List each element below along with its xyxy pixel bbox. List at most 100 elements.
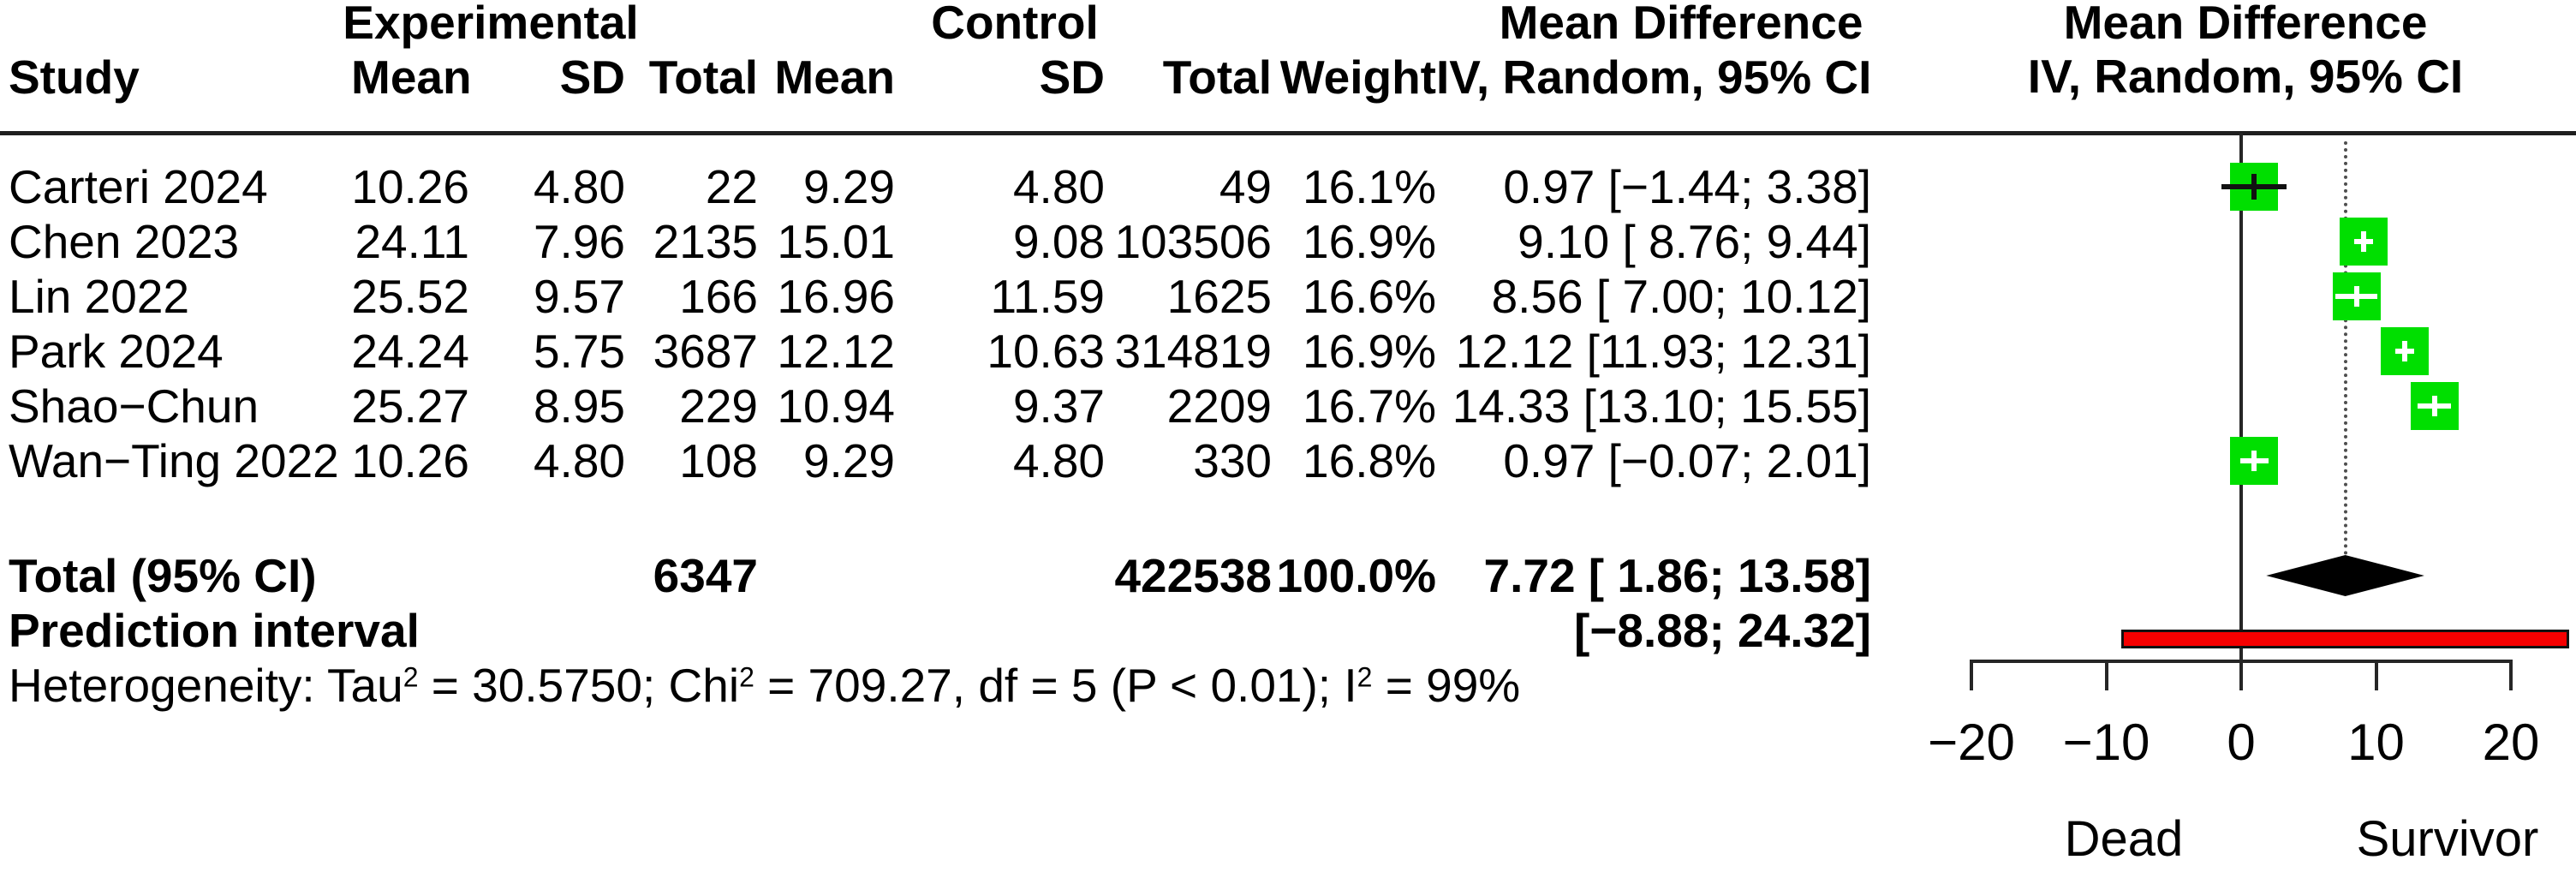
- total-n-experimental: 6347: [653, 549, 758, 602]
- table-cell: 24.24: [351, 325, 469, 378]
- table-cell: 16.8%: [1303, 434, 1436, 487]
- table-cell: 0.97 [−1.44; 3.38]: [1503, 160, 1871, 213]
- summary-diamond: [2266, 555, 2424, 596]
- prediction-interval-bar: [2121, 630, 2570, 648]
- header-separator-line: [0, 131, 2576, 135]
- point-estimate-tick: [2251, 451, 2257, 471]
- superscript: 2: [1357, 661, 1373, 693]
- table-cell: 103506: [1114, 215, 1272, 268]
- axis-tick: [2509, 660, 2513, 690]
- column-header: Total: [648, 51, 758, 104]
- axis-tick-label: 0: [2227, 714, 2256, 771]
- plot-header-model: IV, Random, 95% CI: [2027, 50, 2464, 103]
- axis-tick-label: 10: [2347, 714, 2405, 771]
- table-cell: 12.12 [11.93; 12.31]: [1455, 325, 1871, 378]
- table-cell: 10.26: [351, 160, 469, 213]
- table-cell: 1625: [1166, 270, 1272, 323]
- point-estimate-tick: [2251, 174, 2257, 200]
- table-cell: 16.96: [777, 270, 895, 323]
- column-header: Weight: [1279, 51, 1436, 104]
- prediction-label: Prediction interval: [9, 604, 420, 657]
- table-cell: 9.37: [1012, 379, 1105, 433]
- study-label: Park 2024: [9, 325, 224, 378]
- column-header: SD: [559, 51, 625, 104]
- superscript: 2: [739, 661, 754, 693]
- table-cell: 49: [1219, 160, 1272, 213]
- heterogeneity-segment: Heterogeneity: Tau: [9, 659, 403, 712]
- table-cell: 9.08: [1012, 215, 1105, 268]
- axis-label-dead: Dead: [2064, 811, 2184, 867]
- study-label: Shao−Chun: [9, 379, 259, 433]
- column-header: Total: [1162, 51, 1272, 104]
- superscript: 2: [402, 661, 419, 693]
- point-estimate-tick: [2431, 396, 2437, 416]
- axis-tick-label: 20: [2482, 714, 2540, 771]
- pooled-effect-line: [2343, 141, 2347, 555]
- table-cell: 16.9%: [1303, 325, 1436, 378]
- table-cell: 9.29: [802, 160, 895, 213]
- heterogeneity-segment: = 30.5750; Chi: [418, 659, 740, 712]
- table-cell: 10.63: [987, 325, 1105, 378]
- table-cell: 9.29: [802, 434, 895, 487]
- total-weight: 100.0%: [1276, 549, 1436, 602]
- zero-line: [2239, 133, 2243, 690]
- table-cell: 10.94: [777, 379, 895, 433]
- table-cell: 7.96: [533, 215, 625, 268]
- heterogeneity-text: Heterogeneity: Tau2 = 30.5750; Chi2 = 70…: [9, 658, 1871, 713]
- table-cell: 14.33 [13.10; 15.55]: [1452, 379, 1871, 433]
- study-label: Lin 2022: [9, 270, 190, 323]
- col-group-mean-difference: Mean Difference: [1499, 0, 1863, 49]
- table-cell: 16.9%: [1303, 215, 1436, 268]
- total-n-control: 422538: [1114, 549, 1272, 602]
- axis-label-survivor: Survivor: [2356, 811, 2539, 867]
- axis-tick: [2374, 660, 2378, 690]
- point-estimate-tick: [2401, 341, 2407, 361]
- table-cell: 166: [679, 270, 758, 323]
- heterogeneity-segment: = 99%: [1372, 659, 1521, 712]
- table-cell: 4.80: [533, 160, 625, 213]
- total-label: Total (95% CI): [9, 549, 317, 602]
- column-header: Mean: [774, 51, 895, 104]
- axis-tick-label: −10: [2062, 714, 2150, 771]
- point-estimate-tick: [2361, 231, 2367, 252]
- axis-tick-label: −20: [1928, 714, 2015, 771]
- table-cell: 16.6%: [1303, 270, 1436, 323]
- table-cell: 2135: [653, 215, 758, 268]
- study-label: Carteri 2024: [9, 160, 268, 213]
- table-cell: 108: [679, 434, 758, 487]
- table-cell: 5.75: [533, 325, 625, 378]
- table-cell: 15.01: [777, 215, 895, 268]
- table-cell: 2209: [1166, 379, 1272, 433]
- table-cell: 3687: [653, 325, 758, 378]
- axis-tick: [2239, 660, 2243, 690]
- prediction-ci: [−8.88; 24.32]: [1573, 604, 1871, 657]
- table-cell: 9.10 [ 8.76; 9.44]: [1518, 215, 1871, 268]
- table-cell: 0.97 [−0.07; 2.01]: [1503, 434, 1871, 487]
- plot-header-mean-difference: Mean Difference: [2063, 0, 2428, 49]
- table-cell: 314819: [1114, 325, 1272, 378]
- total-md-ci: 7.72 [ 1.86; 13.58]: [1483, 549, 1871, 602]
- column-header: Mean: [351, 51, 472, 104]
- table-cell: 330: [1193, 434, 1272, 487]
- table-cell: 4.80: [533, 434, 625, 487]
- column-header: SD: [1039, 51, 1105, 104]
- study-label: Chen 2023: [9, 215, 240, 268]
- study-label: Wan−Ting 2022: [9, 434, 339, 487]
- heterogeneity-segment: = 709.27, df = 5 (P < 0.01); I: [754, 659, 1357, 712]
- table-cell: 22: [705, 160, 758, 213]
- table-cell: 12.12: [777, 325, 895, 378]
- column-header: Study: [9, 51, 140, 104]
- table-cell: 8.56 [ 7.00; 10.12]: [1491, 270, 1871, 323]
- table-cell: 11.59: [990, 270, 1105, 323]
- axis-tick: [1970, 660, 1973, 690]
- col-group-control: Control: [931, 0, 1099, 49]
- table-cell: 25.52: [351, 270, 469, 323]
- point-estimate-tick: [2353, 286, 2359, 307]
- table-cell: 4.80: [1012, 160, 1105, 213]
- table-cell: 229: [679, 379, 758, 433]
- column-header: IV, Random, 95% CI: [1436, 51, 1872, 104]
- forest-table: Study Mean SD Total Mean SD Total Weight IV, Ran…: [9, 51, 1871, 713]
- table-cell: 10.26: [351, 434, 469, 487]
